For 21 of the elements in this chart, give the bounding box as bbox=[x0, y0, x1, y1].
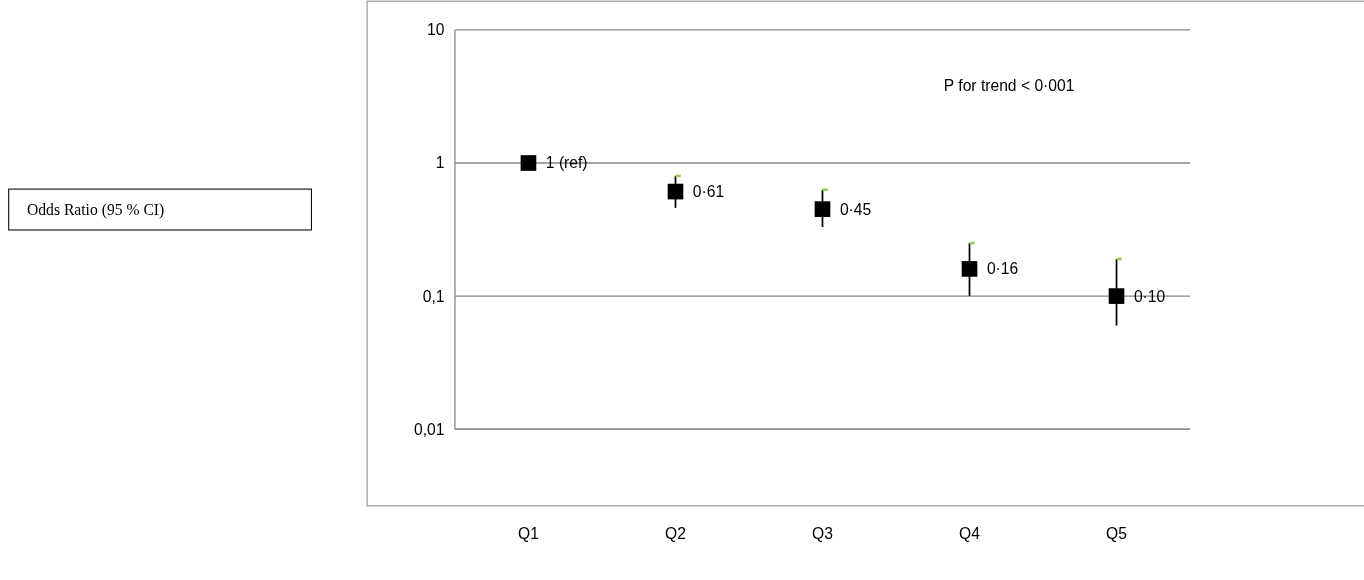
point bbox=[1108, 288, 1125, 304]
y-tick-label: 10 bbox=[427, 21, 445, 39]
point bbox=[961, 261, 978, 277]
x-tick-label: Q3 bbox=[812, 524, 834, 542]
data-label: 0·16 bbox=[986, 260, 1019, 278]
point bbox=[520, 155, 537, 171]
y-tick-label: 0,01 bbox=[414, 420, 445, 438]
x-tick-label: Q5 bbox=[1106, 524, 1128, 542]
point bbox=[814, 201, 831, 217]
y-tick-label: 1 bbox=[435, 154, 445, 172]
x-tick-label: Q2 bbox=[665, 524, 686, 542]
text: Odds Ratio (95 % CI) bbox=[26, 201, 165, 220]
x-tick-label: Q4 bbox=[959, 524, 981, 542]
data-label: 1 (ref) bbox=[545, 154, 588, 172]
annotation: P for trend < 0·001 bbox=[943, 76, 1075, 94]
data-label: 0·61 bbox=[692, 183, 725, 201]
data-label: 0·10 bbox=[1133, 287, 1166, 305]
x-tick-label: Q1 bbox=[518, 524, 539, 542]
y-tick-label: 0,1 bbox=[422, 287, 445, 305]
point bbox=[667, 183, 684, 200]
data-label: 0·45 bbox=[839, 200, 872, 218]
